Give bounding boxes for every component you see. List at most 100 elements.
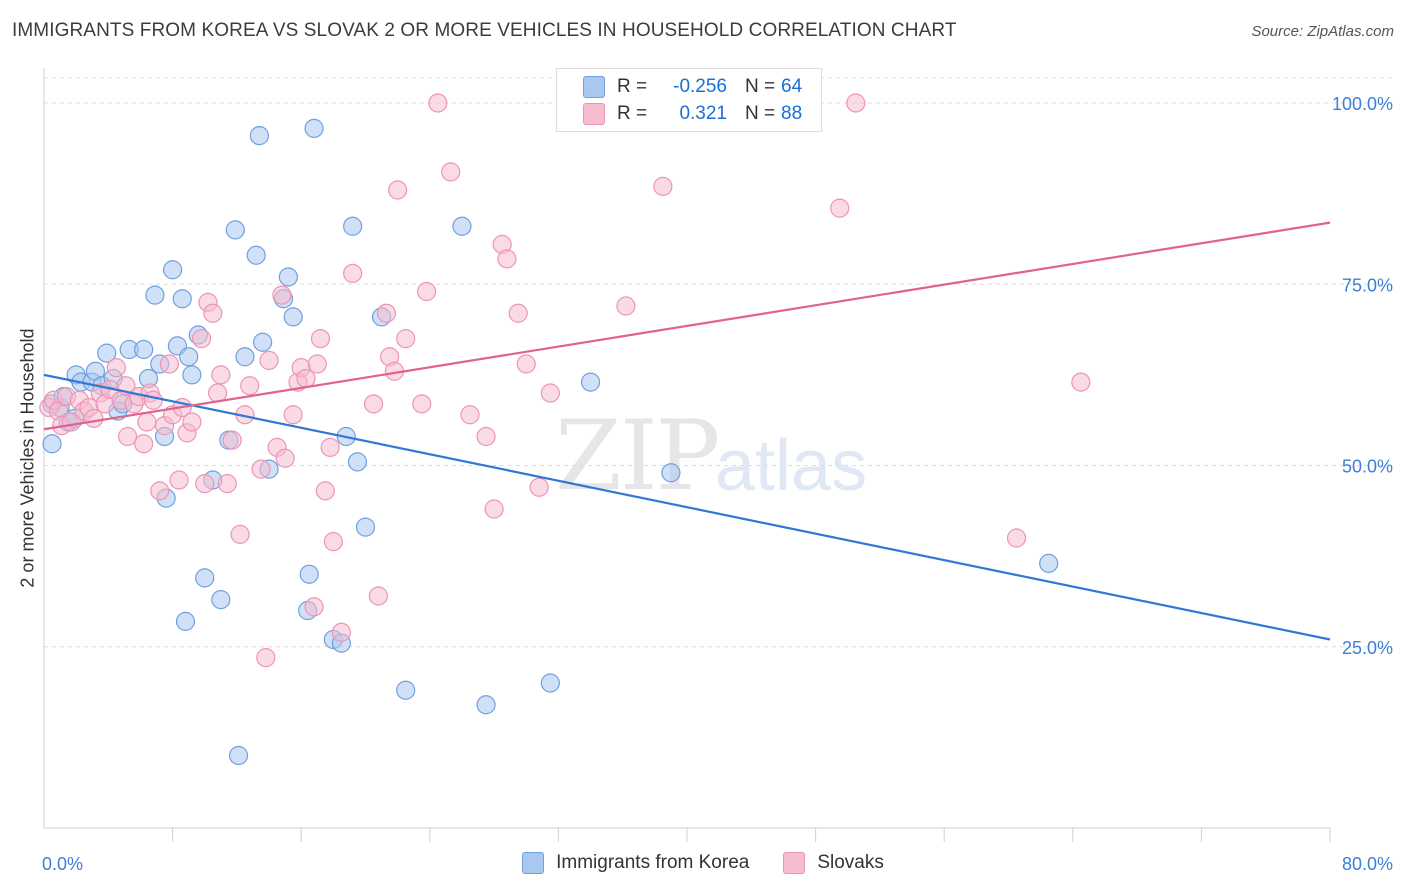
- correlation-legend: R = -0.256 N = 64 R = 0.321 N = 88: [556, 68, 822, 132]
- n-label: N =: [745, 76, 776, 97]
- korea-point: [476, 695, 496, 715]
- slovak-point: [460, 405, 480, 425]
- korea-point: [182, 365, 202, 385]
- watermark-zip: ZIP: [555, 400, 720, 512]
- slovak-point: [217, 474, 237, 494]
- korea-point: [175, 611, 196, 631]
- korea-point: [225, 220, 245, 240]
- korea-point: [253, 332, 273, 352]
- x-tick-label: 80.0%: [1342, 854, 1393, 874]
- slovak-point: [272, 285, 292, 305]
- slovak-point: [508, 303, 528, 323]
- korea-point: [179, 347, 199, 367]
- slovak-point: [830, 198, 850, 218]
- y-tick-label: 100.0%: [1332, 94, 1393, 114]
- slovak-point: [540, 383, 560, 403]
- korea-point: [172, 289, 192, 309]
- slovak-trendline: [43, 221, 1331, 431]
- slovak-point: [143, 390, 163, 410]
- slovak-point: [256, 648, 276, 668]
- slovak-point: [396, 329, 416, 349]
- legend-item-slovak[interactable]: Slovaks: [783, 852, 884, 874]
- slovak-point: [159, 354, 179, 374]
- korea-point: [540, 673, 560, 693]
- korea-point: [211, 590, 231, 610]
- slovak-swatch: [783, 852, 806, 874]
- slovak-point: [1071, 372, 1091, 392]
- slovak-point: [211, 365, 231, 385]
- slovak-point: [616, 296, 636, 316]
- korea-point: [246, 245, 266, 265]
- korea-point: [42, 434, 62, 454]
- legend-item-korea[interactable]: Immigrants from Korea: [522, 852, 749, 874]
- slovak-point: [117, 426, 138, 447]
- legend-label-slovak: Slovaks: [817, 852, 884, 873]
- slovak-point: [320, 437, 340, 457]
- slovak-point: [169, 470, 189, 490]
- slovak-point: [230, 524, 250, 544]
- slovak-point: [1006, 528, 1027, 548]
- korea-point: [235, 347, 255, 367]
- legend-row-slovak: R = 0.321 N = 88: [583, 101, 802, 127]
- slovak-point: [388, 180, 408, 200]
- slovak-point: [412, 394, 432, 414]
- slovak-point: [376, 303, 396, 323]
- r-label: R =: [617, 76, 648, 97]
- x-tick-label: 0.0%: [42, 854, 83, 874]
- slovak-point: [203, 303, 223, 323]
- slovak-point: [310, 329, 331, 349]
- korea-swatch: [522, 852, 545, 874]
- y-tick-label: 75.0%: [1342, 275, 1393, 295]
- n-label: N =: [745, 103, 776, 124]
- r-value-slovak: 0.321: [679, 103, 727, 124]
- slovak-point: [363, 394, 384, 414]
- slovak-point: [307, 354, 327, 374]
- slovak-point: [195, 474, 215, 494]
- slovak-point: [315, 481, 335, 501]
- slovak-swatch: [583, 103, 605, 125]
- korea-point: [452, 216, 472, 236]
- slovak-point: [368, 586, 388, 606]
- slovak-point: [106, 358, 126, 378]
- slovak-point: [275, 448, 295, 468]
- slovak-point: [428, 93, 448, 113]
- korea-point: [1039, 553, 1059, 573]
- slovak-point: [251, 459, 271, 479]
- korea-point: [299, 564, 319, 584]
- korea-point: [304, 118, 324, 138]
- slovak-point: [150, 481, 170, 501]
- korea-point: [278, 267, 298, 287]
- slovak-point: [240, 376, 260, 396]
- slovak-point: [134, 434, 154, 454]
- slovak-point: [343, 263, 363, 283]
- r-value-korea: -0.256: [673, 76, 727, 97]
- korea-point: [195, 568, 215, 588]
- slovak-point: [137, 412, 157, 432]
- slovak-point: [283, 405, 303, 425]
- slovak-point: [476, 426, 496, 447]
- korea-point: [163, 260, 183, 280]
- slovak-point: [259, 350, 279, 370]
- korea-point: [580, 372, 601, 392]
- n-value-korea: 64: [781, 76, 803, 97]
- slovak-point: [331, 622, 351, 642]
- y-tick-label: 25.0%: [1342, 638, 1393, 658]
- slovak-point: [191, 329, 212, 349]
- slovak-point: [416, 281, 437, 302]
- slovak-point: [182, 412, 202, 432]
- legend-row-korea: R = -0.256 N = 64: [583, 74, 802, 100]
- slovak-point: [846, 93, 866, 113]
- series-legend: Immigrants from Korea Slovaks: [0, 852, 1406, 874]
- slovak-point: [497, 249, 517, 269]
- chart-source: Source: ZipAtlas.com: [1251, 23, 1394, 40]
- slovak-point: [323, 532, 343, 552]
- slovak-point: [484, 499, 504, 519]
- korea-point: [396, 680, 416, 700]
- y-tick-label: 50.0%: [1342, 457, 1393, 477]
- korea-point: [355, 517, 376, 537]
- slovak-point: [529, 477, 549, 497]
- korea-point: [228, 745, 249, 766]
- chart-title: IMMIGRANTS FROM KOREA VS SLOVAK 2 OR MOR…: [12, 20, 957, 41]
- korea-point: [343, 216, 363, 236]
